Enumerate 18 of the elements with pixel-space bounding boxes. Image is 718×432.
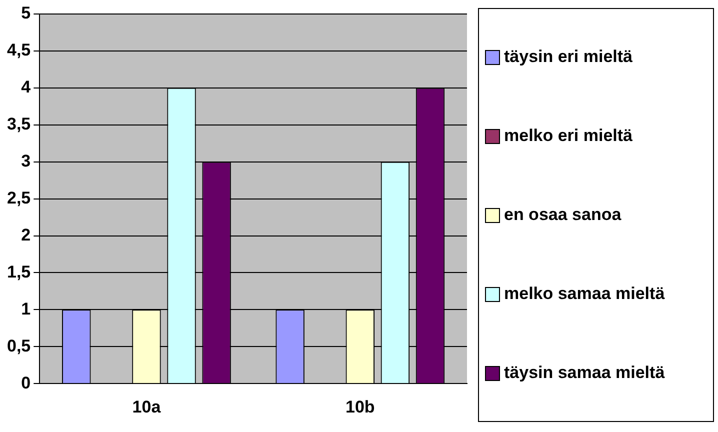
y-tick-label: 5 xyxy=(21,4,31,23)
y-tick-label: 2 xyxy=(21,225,31,244)
legend-label: en osaa sanoa xyxy=(504,204,622,226)
legend-label: täysin samaa mieltä xyxy=(504,362,665,384)
x-tick-label: 10a xyxy=(132,397,162,416)
y-tick-label: 4 xyxy=(21,78,32,97)
y-tick-label: 1,5 xyxy=(6,262,31,282)
y-tick-label: 3,5 xyxy=(6,114,31,134)
y-tick-label: 0 xyxy=(21,373,31,392)
legend-label: melko eri mieltä xyxy=(504,124,633,147)
x-tick-label: 10b xyxy=(346,397,375,416)
legend-label: melko samaa mieltä xyxy=(504,283,665,306)
y-tick-label: 3 xyxy=(21,152,31,171)
y-tick-label: 4,5 xyxy=(6,40,31,60)
y-tick-label: 0,5 xyxy=(6,336,31,356)
y-tick-label: 2,5 xyxy=(6,188,31,208)
legend-label: täysin eri mieltä xyxy=(504,46,633,68)
y-tick-label: 1 xyxy=(21,299,31,318)
